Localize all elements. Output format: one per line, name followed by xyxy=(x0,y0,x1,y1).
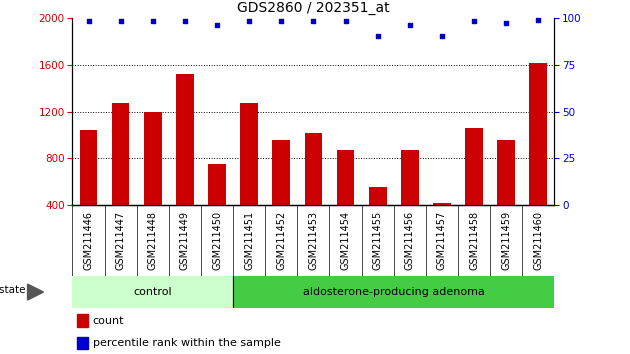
Polygon shape xyxy=(28,284,43,300)
Text: GSM211452: GSM211452 xyxy=(277,211,286,270)
Text: GSM211455: GSM211455 xyxy=(373,211,382,270)
Text: GSM211451: GSM211451 xyxy=(244,211,254,270)
Bar xyxy=(336,150,355,205)
Text: GSM211447: GSM211447 xyxy=(116,211,125,270)
Point xyxy=(404,22,415,28)
Title: GDS2860 / 202351_at: GDS2860 / 202351_at xyxy=(237,1,390,15)
Bar xyxy=(176,74,194,205)
Point xyxy=(372,34,382,39)
Point xyxy=(116,19,126,24)
Bar xyxy=(529,63,547,205)
Bar xyxy=(401,150,419,205)
Text: GSM211460: GSM211460 xyxy=(534,211,543,270)
Bar xyxy=(79,130,98,205)
Bar xyxy=(77,314,88,327)
Point xyxy=(533,17,543,22)
Bar xyxy=(77,337,88,349)
Text: control: control xyxy=(134,287,172,297)
Bar xyxy=(144,112,162,205)
Text: GSM211450: GSM211450 xyxy=(212,211,222,270)
Point xyxy=(83,19,94,24)
Bar xyxy=(240,103,258,205)
Bar xyxy=(72,276,233,308)
Text: GSM211457: GSM211457 xyxy=(437,211,447,270)
Bar xyxy=(433,203,451,205)
Bar xyxy=(465,128,483,205)
Text: disease state: disease state xyxy=(0,285,25,296)
Point xyxy=(308,19,318,24)
Text: GSM211454: GSM211454 xyxy=(341,211,350,270)
Text: GSM211458: GSM211458 xyxy=(469,211,479,270)
Point xyxy=(501,21,511,26)
Text: percentile rank within the sample: percentile rank within the sample xyxy=(93,338,280,348)
Bar xyxy=(272,139,290,205)
Text: GSM211453: GSM211453 xyxy=(309,211,318,270)
Point xyxy=(437,34,447,39)
Bar xyxy=(233,276,554,308)
Text: GSM211448: GSM211448 xyxy=(148,211,158,270)
Bar xyxy=(369,187,387,205)
Point xyxy=(340,19,350,24)
Bar xyxy=(112,103,130,205)
Text: GSM211449: GSM211449 xyxy=(180,211,190,270)
Point xyxy=(147,19,158,24)
Text: GSM211459: GSM211459 xyxy=(501,211,511,270)
Point xyxy=(276,19,286,24)
Point xyxy=(469,19,479,24)
Point xyxy=(212,22,222,28)
Text: GSM211446: GSM211446 xyxy=(84,211,93,270)
Bar xyxy=(304,133,323,205)
Text: aldosterone-producing adenoma: aldosterone-producing adenoma xyxy=(303,287,484,297)
Text: count: count xyxy=(93,316,124,326)
Point xyxy=(180,19,190,24)
Bar xyxy=(208,164,226,205)
Text: GSM211456: GSM211456 xyxy=(405,211,415,270)
Bar xyxy=(497,139,515,205)
Point xyxy=(244,19,254,24)
